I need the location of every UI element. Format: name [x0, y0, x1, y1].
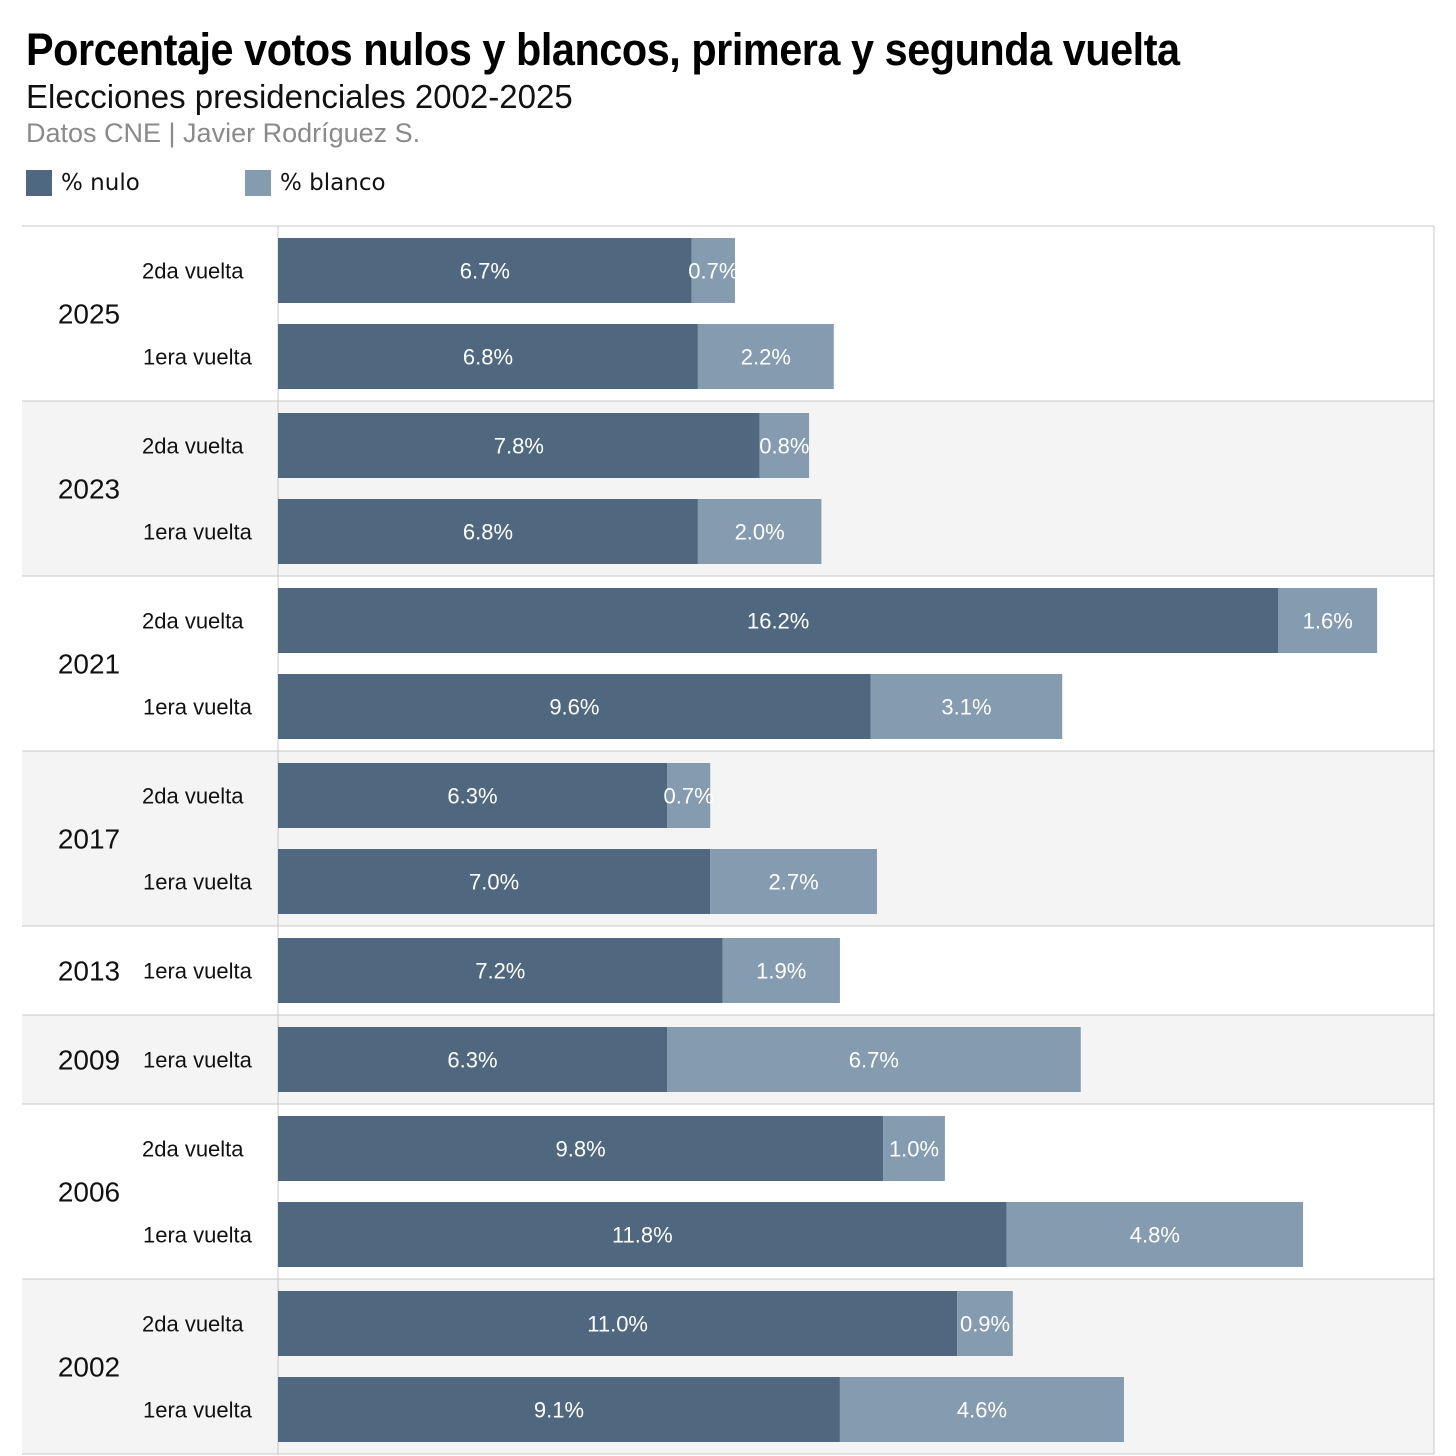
bar-nulo-2025 — [278, 324, 698, 389]
data-label-nulo: 9.1% — [534, 1398, 584, 1423]
bar-blanco-2021 — [870, 674, 1063, 739]
bar-blanco-2017 — [667, 763, 711, 828]
legend-swatch-blanco — [245, 170, 271, 196]
bar-blanco-2021 — [1278, 588, 1378, 653]
data-label-blanco: 2.0% — [735, 520, 785, 545]
bar-blanco-2017 — [710, 849, 877, 914]
year-label-2013: 2013 — [58, 956, 120, 987]
data-label-nulo: 6.8% — [463, 520, 513, 545]
data-label-nulo: 7.0% — [469, 870, 519, 895]
legend-item-blanco: % blanco — [245, 170, 386, 196]
data-label-blanco: 0.7% — [664, 784, 714, 809]
data-label-nulo: 6.3% — [447, 784, 497, 809]
legend-swatch-nulo — [26, 170, 52, 196]
round-label: 2da vuelta — [142, 609, 244, 634]
bar-nulo-2013 — [278, 938, 723, 1003]
legend-label-blanco: % blanco — [280, 170, 386, 196]
bar-blanco-2025 — [697, 324, 834, 389]
bar-blanco-2002 — [957, 1291, 1013, 1356]
round-label: 1era vuelta — [143, 1223, 253, 1248]
data-label-blanco: 0.9% — [960, 1312, 1010, 1337]
year-label-2002: 2002 — [58, 1352, 120, 1383]
data-label-nulo: 6.8% — [463, 345, 513, 370]
data-label-blanco: 4.8% — [1130, 1223, 1180, 1248]
data-label-blanco: 2.2% — [741, 345, 791, 370]
data-label-blanco: 4.6% — [957, 1398, 1007, 1423]
round-label: 2da vuelta — [142, 1137, 244, 1162]
data-label-nulo: 11.8% — [612, 1223, 673, 1248]
data-label-nulo: 9.8% — [555, 1137, 605, 1162]
bar-nulo-2025 — [278, 238, 692, 303]
round-label: 1era vuelta — [143, 870, 253, 895]
bar-blanco-2009 — [667, 1027, 1081, 1092]
data-label-blanco: 0.8% — [759, 434, 809, 459]
legend-label-nulo: % nulo — [61, 170, 140, 196]
bar-nulo-2021 — [278, 588, 1279, 653]
round-label: 1era vuelta — [143, 1048, 253, 1073]
data-label-blanco: 2.7% — [769, 870, 819, 895]
round-label: 1era vuelta — [143, 695, 253, 720]
data-label-nulo: 6.7% — [460, 259, 510, 284]
round-label: 1era vuelta — [143, 1398, 253, 1423]
data-label-blanco: 1.6% — [1303, 609, 1353, 634]
round-label: 2da vuelta — [142, 784, 244, 809]
data-label-nulo: 9.6% — [549, 695, 599, 720]
bar-nulo-2023 — [278, 413, 760, 478]
data-label-blanco: 1.0% — [889, 1137, 939, 1162]
data-label-nulo: 16.2% — [747, 609, 809, 634]
round-label: 1era vuelta — [143, 959, 253, 984]
bar-blanco-2002 — [839, 1377, 1124, 1442]
data-label-blanco: 0.7% — [688, 259, 738, 284]
bar-nulo-2006 — [278, 1202, 1007, 1267]
chart-subtitle: Elecciones presidenciales 2002-2025 — [26, 78, 573, 115]
data-label-blanco: 1.9% — [756, 959, 806, 984]
data-label-nulo: 11.0% — [587, 1312, 648, 1337]
bar-nulo-2006 — [278, 1116, 884, 1181]
year-label-2023: 2023 — [58, 474, 120, 505]
data-label-nulo: 7.8% — [494, 434, 544, 459]
chart-source: Datos CNE | Javier Rodríguez S. — [26, 118, 421, 148]
round-label: 2da vuelta — [142, 434, 244, 459]
legend-item-nulo: % nulo — [26, 170, 140, 196]
round-label: 1era vuelta — [143, 345, 253, 370]
bar-nulo-2017 — [278, 849, 711, 914]
data-label-blanco: 3.1% — [941, 695, 991, 720]
year-label-2009: 2009 — [58, 1045, 120, 1076]
round-label: 2da vuelta — [142, 259, 244, 284]
bar-nulo-2002 — [278, 1291, 958, 1356]
data-label-blanco: 6.7% — [849, 1048, 899, 1073]
year-label-2021: 2021 — [58, 649, 120, 680]
year-label-2025: 2025 — [58, 299, 120, 330]
bar-blanco-2006 — [883, 1116, 945, 1181]
round-label: 2da vuelta — [142, 1312, 244, 1337]
year-label-2017: 2017 — [58, 824, 120, 855]
bar-blanco-2023 — [759, 413, 810, 478]
chart-title: Porcentaje votos nulos y blancos, primer… — [26, 24, 1180, 75]
bar-nulo-2002 — [278, 1377, 840, 1442]
bar-nulo-2021 — [278, 674, 871, 739]
data-label-nulo: 6.3% — [447, 1048, 497, 1073]
bar-blanco-2025 — [691, 238, 735, 303]
year-label-2006: 2006 — [58, 1177, 120, 1208]
bar-blanco-2006 — [1006, 1202, 1304, 1267]
data-label-nulo: 7.2% — [475, 959, 525, 984]
bar-blanco-2023 — [697, 499, 822, 564]
round-label: 1era vuelta — [143, 520, 253, 545]
bar-nulo-2023 — [278, 499, 698, 564]
bar-blanco-2013 — [722, 938, 840, 1003]
bar-nulo-2009 — [278, 1027, 668, 1092]
bar-nulo-2017 — [278, 763, 668, 828]
